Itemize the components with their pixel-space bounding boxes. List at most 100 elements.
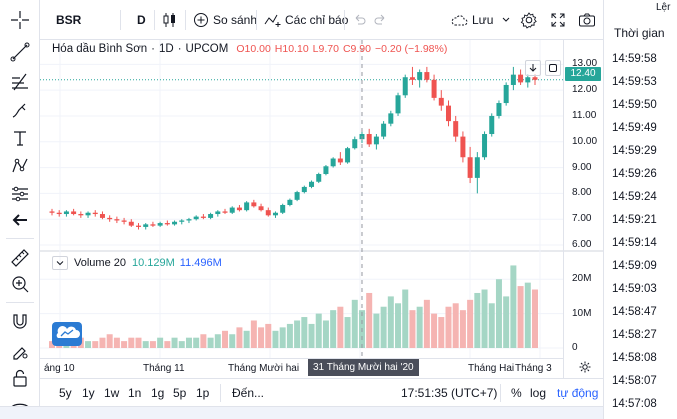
indicators-button[interactable]: Các chỉ báo <box>264 9 348 31</box>
redo-icon[interactable] <box>374 9 388 31</box>
auto-scale-toggle[interactable]: tự động <box>557 386 599 400</box>
candle-body <box>92 212 98 215</box>
time-row: 14:59:53 <box>612 76 657 88</box>
legend-symbol-name: Hóa dầu Bình Sơn <box>52 43 148 55</box>
brush-icon[interactable] <box>8 98 32 122</box>
cloud-icon <box>451 15 468 26</box>
maximize-pane-icon[interactable] <box>545 60 561 76</box>
ruler-icon[interactable] <box>8 246 32 270</box>
log-scale-toggle[interactable]: log <box>530 386 547 400</box>
volume-bar <box>510 265 517 348</box>
crosshair-icon[interactable] <box>8 8 32 32</box>
range-5y[interactable]: 5y <box>59 386 72 400</box>
price-axis[interactable]: 13.00 12.00 11.00 10.00 9.00 8.00 7.00 6.00 20M 1… <box>563 40 603 378</box>
lock-icon[interactable] <box>8 366 32 390</box>
lock-drawing-icon[interactable] <box>8 338 32 362</box>
volume-bar <box>445 306 452 348</box>
volume-bar <box>258 327 265 348</box>
volume-bar <box>279 327 286 348</box>
volume-bar <box>532 289 538 348</box>
candle-body <box>200 216 206 218</box>
volume-bar <box>495 279 502 348</box>
settings-gear-icon[interactable] <box>520 9 538 31</box>
candle-body <box>208 214 214 218</box>
pattern-icon[interactable] <box>8 154 32 178</box>
volume-bar <box>301 317 308 348</box>
volume-tick-label: 10M <box>572 307 592 319</box>
candle-body <box>49 211 55 213</box>
text-tool-icon[interactable] <box>8 126 32 150</box>
collapse-chevron-icon[interactable] <box>52 256 68 270</box>
compare-button[interactable]: So sánh <box>193 9 257 31</box>
symbol-search[interactable]: BSR <box>56 13 82 27</box>
candle-body <box>222 211 228 213</box>
volume-bar <box>185 337 192 348</box>
legend-exchange: UPCOM <box>185 43 229 55</box>
time-row: 14:59:03 <box>612 283 657 295</box>
volume-bar <box>236 327 243 348</box>
candle-body <box>301 186 307 193</box>
candle-style-icon[interactable] <box>162 9 178 31</box>
compare-label: So sánh <box>213 13 258 27</box>
range-1g[interactable]: 1g <box>151 386 165 400</box>
goto-date-button[interactable]: Đến... <box>232 386 265 400</box>
chart-legend: Hóa dầu Bình Sơn · 1D · UPCOM O10.00 H10… <box>52 43 448 55</box>
volume-value: 10.129M <box>131 257 175 269</box>
range-1p[interactable]: 1p <box>196 386 210 400</box>
zoom-in-icon[interactable] <box>8 272 32 296</box>
panel-header-truncated: Lệr <box>656 2 671 13</box>
price-tick-label: 13.00 <box>572 58 598 70</box>
save-button[interactable]: Lưu <box>450 9 511 31</box>
time-row: 14:58:47 <box>612 306 657 318</box>
prediction-icon[interactable] <box>8 182 32 206</box>
clock-timezone[interactable]: 17:51:35 (UTC+7) <box>401 386 498 400</box>
fullscreen-icon[interactable] <box>550 9 566 31</box>
candle-body <box>143 224 149 227</box>
candle-body <box>85 212 91 216</box>
candle-body <box>503 84 509 104</box>
candle-body <box>63 211 69 215</box>
time-row: 14:59:58 <box>612 53 657 65</box>
volume-bar <box>517 286 524 348</box>
time-axis[interactable] <box>40 358 563 378</box>
candle-body <box>150 224 156 226</box>
trend-line-icon[interactable] <box>8 40 32 64</box>
time-row: 14:59:09 <box>612 260 657 272</box>
candle-body <box>345 148 351 163</box>
price-tick-label: 6.00 <box>572 239 592 250</box>
interval-button[interactable]: D <box>137 13 146 27</box>
tradingview-logo-icon[interactable] <box>52 322 82 346</box>
fib-retracement-icon[interactable] <box>8 70 32 94</box>
price-tick-label: 12.00 <box>572 84 598 96</box>
volume-bar <box>106 334 113 348</box>
candle-body <box>496 103 502 116</box>
axis-settings-gear-icon[interactable] <box>578 360 592 379</box>
range-1n[interactable]: 1n <box>128 386 142 400</box>
percent-scale-toggle[interactable]: % <box>511 386 522 400</box>
volume-bar <box>402 289 409 348</box>
range-1y[interactable]: 1y <box>82 386 95 400</box>
camera-icon[interactable] <box>578 9 596 31</box>
volume-bar <box>351 299 358 348</box>
undo-icon[interactable] <box>352 9 366 31</box>
price-tick-label: 10.00 <box>572 135 598 147</box>
candle-body <box>193 216 199 220</box>
candle-body <box>294 192 300 200</box>
volume-bar <box>178 341 185 348</box>
volume-bar <box>128 337 135 348</box>
scroll-down-icon[interactable] <box>525 60 541 76</box>
time-label: Tháng Mười hai <box>228 363 300 374</box>
range-1w[interactable]: 1w <box>104 386 120 400</box>
candle-body <box>172 221 178 225</box>
legend-change: −0.20 (−1.98%) <box>374 43 448 55</box>
chart-area[interactable] <box>40 40 603 378</box>
save-label: Lưu <box>472 13 494 27</box>
range-5p[interactable]: 5p <box>173 386 187 400</box>
time-row: 14:59:29 <box>612 145 657 157</box>
current-price-label: 12.40 <box>565 67 601 81</box>
magnet-icon[interactable] <box>8 310 32 334</box>
volume-bar <box>409 310 416 348</box>
candle-body <box>309 181 315 187</box>
candle-body <box>272 212 278 216</box>
arrow-left-icon[interactable] <box>8 208 32 232</box>
